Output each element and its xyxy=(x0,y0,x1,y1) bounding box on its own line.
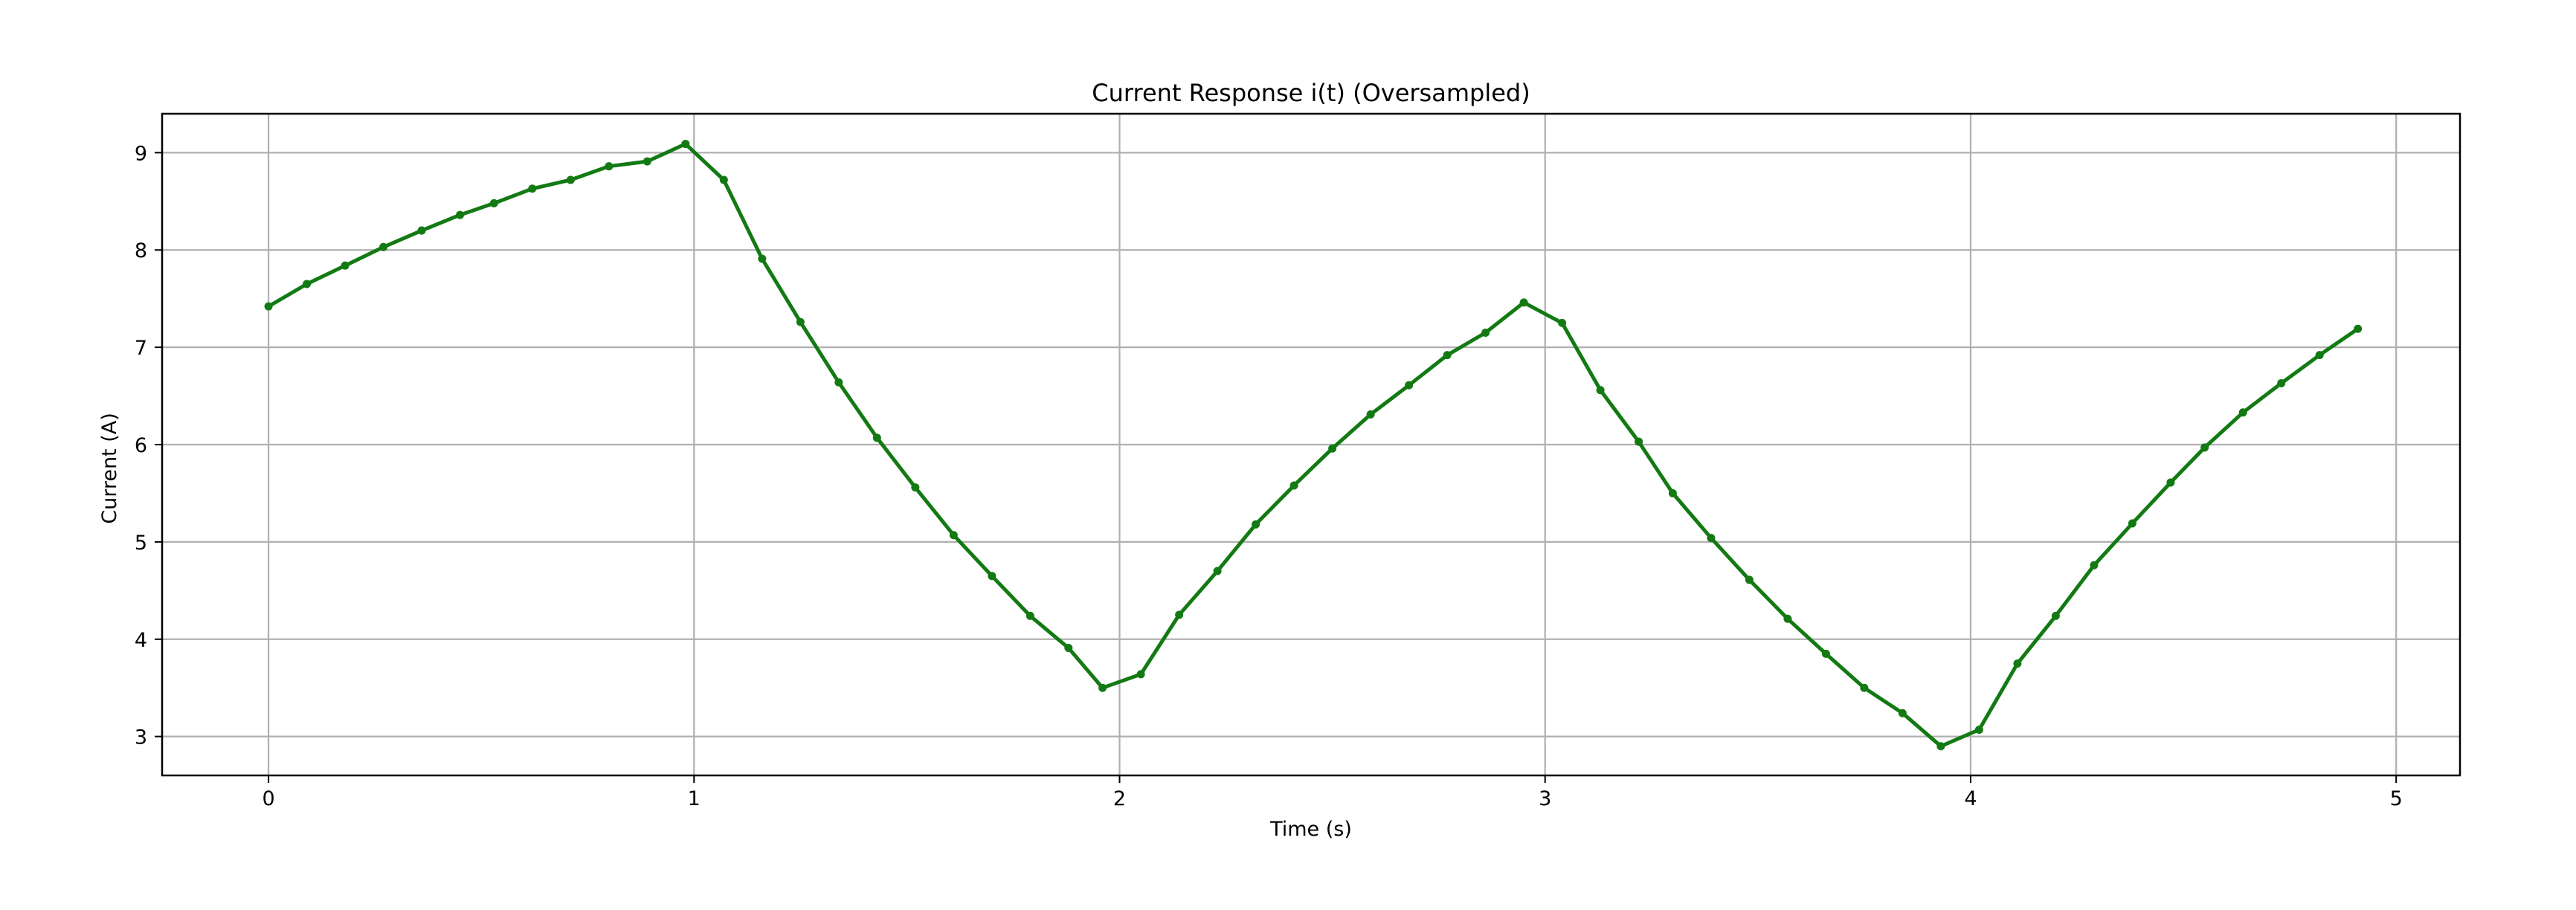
data-point xyxy=(489,199,498,207)
y-tick-label: 7 xyxy=(135,337,147,360)
data-point xyxy=(1443,351,1452,360)
data-point xyxy=(1707,534,1716,543)
data-point xyxy=(1860,683,1869,692)
data-point xyxy=(1783,614,1792,623)
data-point xyxy=(911,483,920,492)
data-point xyxy=(605,162,614,171)
x-tick-label: 5 xyxy=(2390,787,2403,810)
x-axis-ticks: 0 1 2 3 4 5 xyxy=(262,775,2403,810)
y-tick-label: 6 xyxy=(135,434,147,457)
x-tick-label: 0 xyxy=(262,787,274,810)
y-axis-label: Current (A) xyxy=(98,413,121,524)
series-layer xyxy=(264,140,2363,751)
series-line xyxy=(266,142,2360,749)
data-point xyxy=(681,140,690,149)
grid-lines xyxy=(162,114,2460,775)
data-point xyxy=(1175,610,1184,619)
y-tick-label: 3 xyxy=(135,726,147,749)
data-point xyxy=(796,317,805,326)
data-point xyxy=(2166,478,2175,487)
x-tick-label: 3 xyxy=(1539,787,1551,810)
data-point xyxy=(2090,561,2099,569)
y-tick-label: 4 xyxy=(135,629,147,652)
data-point xyxy=(1328,444,1337,453)
data-point xyxy=(1481,328,1490,337)
y-tick-label: 8 xyxy=(135,239,147,262)
x-axis-label: Time (s) xyxy=(1269,818,1352,841)
data-point xyxy=(758,254,767,263)
data-point xyxy=(1366,410,1375,419)
data-point xyxy=(264,302,273,311)
data-point xyxy=(1025,611,1034,620)
x-tick-label: 2 xyxy=(1113,787,1126,810)
data-point xyxy=(719,175,728,184)
data-point xyxy=(1558,318,1567,327)
data-point xyxy=(1519,298,1528,307)
data-point xyxy=(643,157,651,166)
data-point xyxy=(1064,644,1073,653)
data-point xyxy=(2013,659,2022,668)
data-point xyxy=(1668,488,1677,497)
data-point xyxy=(2315,351,2324,360)
data-point xyxy=(1821,649,1830,658)
data-point xyxy=(2354,324,2363,333)
data-point xyxy=(2051,611,2060,620)
data-point xyxy=(2200,443,2209,452)
data-point xyxy=(1936,742,1945,751)
chart-title: Current Response i(t) (Oversampled) xyxy=(1092,79,1530,107)
data-point xyxy=(566,175,575,184)
data-point xyxy=(1289,481,1298,490)
x-tick-label: 4 xyxy=(1964,787,1977,810)
data-point xyxy=(834,378,843,387)
x-tick-label: 1 xyxy=(688,787,701,810)
data-point xyxy=(1213,567,1222,575)
data-point xyxy=(1136,670,1145,679)
data-point xyxy=(872,433,881,442)
data-point xyxy=(303,280,312,288)
data-point xyxy=(1635,437,1643,446)
data-point xyxy=(2277,379,2286,388)
data-point xyxy=(1252,520,1260,529)
data-point xyxy=(1974,725,1983,734)
data-point xyxy=(528,184,537,193)
data-point xyxy=(2128,519,2137,528)
data-point xyxy=(1405,381,1414,390)
data-point xyxy=(2238,408,2247,417)
data-point xyxy=(1596,386,1605,395)
y-tick-label: 5 xyxy=(135,532,147,555)
data-point xyxy=(949,531,958,540)
data-point xyxy=(1898,709,1907,717)
y-tick-label: 9 xyxy=(135,142,147,165)
data-point xyxy=(456,210,465,219)
data-point xyxy=(417,226,426,235)
y-axis-ticks: 3 4 5 6 7 8 9 xyxy=(135,142,162,749)
data-point xyxy=(341,261,350,270)
data-point xyxy=(1745,575,1754,584)
data-point xyxy=(379,242,388,251)
data-point xyxy=(1098,683,1107,692)
data-point xyxy=(988,572,996,581)
